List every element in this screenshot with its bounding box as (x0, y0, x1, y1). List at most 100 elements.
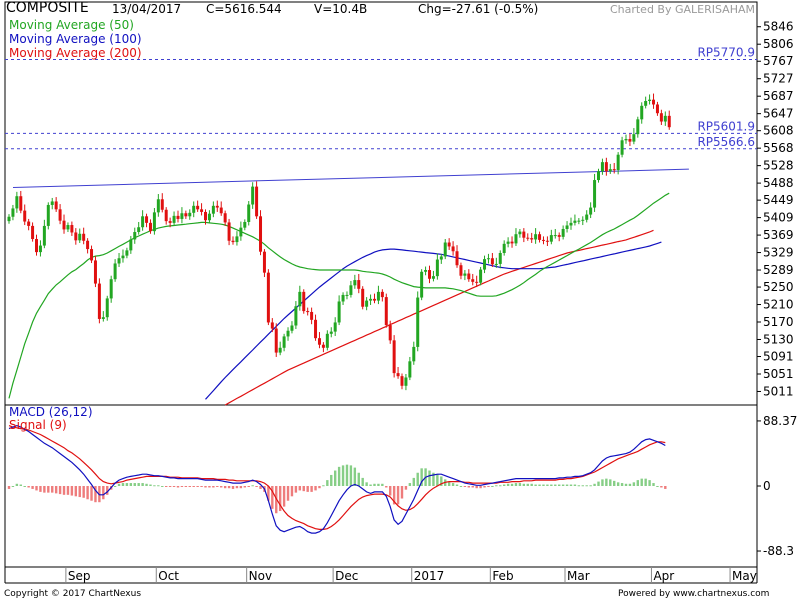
macd-histogram-bar (310, 486, 313, 492)
macd-histogram-bar (392, 486, 396, 505)
candle-body (412, 346, 416, 362)
macd-histogram-bar (664, 486, 667, 489)
macd-histogram-bar (357, 472, 360, 486)
macd-histogram-bar (251, 485, 254, 487)
macd-histogram-bar (227, 486, 231, 489)
candle-body (644, 100, 648, 106)
macd-histogram-bar (223, 486, 227, 489)
macd-histogram-bar (554, 484, 557, 486)
candle-body (600, 162, 604, 172)
price-tick-label: 5806 (763, 37, 794, 51)
macd-histogram-bar (255, 486, 258, 487)
signal-line (8, 425, 666, 531)
macd-histogram-bar (161, 486, 164, 487)
macd-histogram-bar (483, 486, 486, 488)
macd-histogram-bar (145, 483, 148, 486)
candle-body (655, 104, 659, 114)
candle-body (447, 242, 451, 247)
macd-histogram-bar (593, 483, 596, 486)
candle-body (302, 291, 306, 312)
price-tick-label: 5727 (763, 72, 794, 86)
macd-histogram-bar (369, 484, 372, 486)
macd-histogram-bar (400, 486, 404, 499)
macd-histogram-bar (239, 486, 243, 489)
macd-histogram-bar (613, 480, 616, 486)
macd-histogram-bar (597, 481, 600, 486)
candle-body (78, 233, 82, 241)
candle-body (530, 238, 534, 240)
candle-body (490, 258, 494, 265)
macd-histogram-bar (550, 484, 553, 486)
candle-body (475, 281, 479, 283)
candle-body (459, 265, 463, 276)
price-tick-label: 5528 (763, 159, 794, 173)
macd-histogram-bar (585, 485, 588, 487)
macd-histogram-bar (381, 483, 384, 486)
candle-body (471, 279, 475, 282)
candle-body (577, 220, 581, 222)
candle-body (278, 347, 282, 353)
macd-histogram-bar (141, 483, 144, 486)
macd-histogram-bar (23, 486, 26, 487)
macd-histogram-bar (459, 486, 463, 487)
candle-body (70, 225, 74, 233)
macd-histogram-bar (514, 483, 518, 486)
macd-histogram-bar (39, 486, 42, 492)
candle-body (467, 273, 471, 280)
macd-histogram-bar (318, 486, 321, 489)
price-tick-label: 5329 (763, 246, 794, 260)
macd-histogram-bar (188, 486, 191, 487)
candle-body (200, 209, 204, 212)
candle-body (486, 258, 490, 260)
macd-histogram-bar (648, 480, 651, 486)
candle-body (247, 204, 251, 222)
macd-histogram-bar (479, 486, 482, 489)
candle-body (42, 225, 46, 246)
candle-body (317, 338, 321, 345)
candle-body (35, 239, 39, 253)
legend-entry: Moving Average (200) (9, 46, 142, 60)
candle-body (82, 233, 86, 241)
macd-histogram-bar (106, 486, 109, 495)
macd-histogram-bar (522, 483, 526, 486)
price-tick-label: 5846 (763, 20, 794, 34)
candle-body (557, 235, 561, 237)
candle-body (357, 280, 361, 289)
candle-body (286, 330, 290, 337)
candle-body (133, 232, 137, 240)
candle-body (282, 336, 286, 348)
macd-histogram-bar (47, 486, 50, 493)
macd-histogram-bar (286, 486, 290, 501)
candle-body (266, 272, 270, 323)
candle-body (534, 234, 538, 240)
candle-body (667, 115, 671, 128)
macd-histogram-bar (54, 486, 58, 494)
candle-body (636, 119, 640, 135)
macd-histogram-bar (271, 486, 274, 509)
candle-body (514, 234, 518, 244)
macd-legend-entry: Signal (9) (9, 418, 67, 432)
price-tick-label: 5488 (763, 176, 794, 190)
candle-body (90, 249, 94, 261)
macd-histogram-bar (43, 486, 46, 493)
candle-body (15, 196, 19, 209)
time-tick-label: Nov (249, 569, 272, 583)
macd-histogram-bar (573, 484, 577, 486)
candle-body (121, 255, 125, 259)
candle-body (663, 115, 667, 122)
macd-histogram-bar (396, 486, 400, 505)
candle-body (74, 232, 78, 241)
candle-body (541, 239, 545, 241)
macd-histogram-bar (416, 472, 419, 486)
candle-body (270, 322, 274, 329)
macd-histogram-bar (349, 465, 353, 486)
macd-histogram-bar (601, 479, 604, 486)
macd-histogram-bar (278, 486, 282, 512)
candle-body (239, 227, 243, 237)
candle-body (145, 216, 149, 223)
price-tick-label: 5011 (763, 384, 794, 398)
candle-body (597, 171, 600, 181)
macd-histogram-bar (302, 486, 305, 492)
candle-body (7, 216, 11, 222)
candle-body (306, 311, 310, 313)
